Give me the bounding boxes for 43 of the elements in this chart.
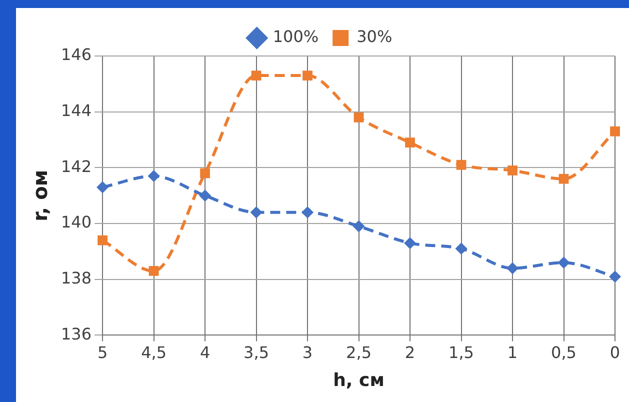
point [405,138,415,148]
point [609,270,621,283]
point [96,181,109,194]
x-tick-label: 5 [97,342,108,362]
point [98,235,108,246]
point [200,168,210,178]
point [250,206,262,218]
x-tick-label: 1 [507,342,518,362]
x-axis-title: h, см [333,370,384,391]
x-tick-label: 4,5 [141,342,167,362]
point [352,220,365,232]
x-tick-label: 0 [610,342,620,362]
legend-label: 100% [272,27,319,46]
point [302,206,314,218]
x-tick-label: 2,5 [346,342,372,362]
point [302,70,312,80]
point [199,190,212,202]
point [148,170,160,182]
x-tick-label: 2 [404,342,416,362]
point [558,256,570,269]
point [610,126,620,136]
point [455,242,468,255]
point [354,112,364,122]
point [148,266,159,276]
x-tick-label: 0,5 [551,342,576,362]
x-tick-label: 1,5 [448,342,474,362]
y-tick-label: 138 [60,268,92,288]
y-tick-label: 136 [60,324,92,344]
y-tick-label: 144 [60,100,92,120]
y-tick-label: 142 [60,156,92,176]
point [456,160,466,170]
point [251,70,262,80]
x-tick-label: 3 [302,342,313,362]
point [508,166,518,176]
y-tick-label: 146 [60,45,92,64]
point [558,174,569,184]
point [506,262,519,274]
x-tick-label: 4 [200,342,210,362]
x-tick-label: 3,5 [244,342,270,362]
point [404,237,416,250]
y-axis-title: r, ом [28,170,52,222]
legend-label: 30% [356,27,392,46]
y-tick-label: 140 [60,212,92,232]
